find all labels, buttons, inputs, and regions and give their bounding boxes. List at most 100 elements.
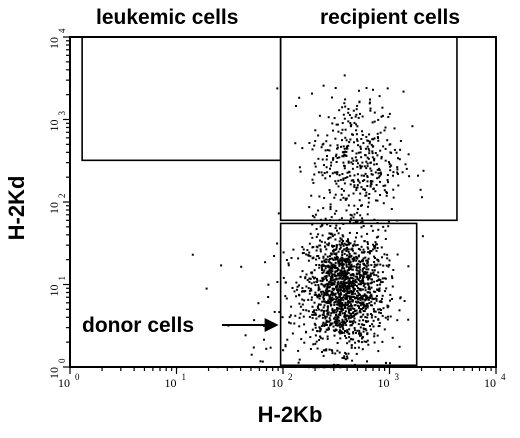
data-point-donor: [359, 326, 362, 329]
data-point-scattered: [350, 296, 353, 299]
data-point-recipient: [324, 217, 327, 220]
data-point-donor: [347, 238, 349, 241]
data-point-recipient: [373, 111, 376, 114]
data-point-donor: [353, 304, 356, 307]
data-point-donor: [333, 212, 336, 215]
data-point-donor: [366, 275, 369, 278]
data-point-donor: [345, 292, 348, 295]
data-point-donor: [339, 308, 342, 311]
data-point-donor: [346, 331, 349, 334]
data-point-donor: [291, 332, 294, 335]
data-point-donor: [332, 248, 335, 251]
data-point-recipient: [342, 113, 345, 116]
data-point-donor: [329, 233, 332, 236]
data-point-recipient: [337, 232, 340, 235]
data-point-recipient: [346, 171, 349, 174]
data-point-scattered: [309, 277, 312, 280]
data-point-donor: [353, 240, 356, 243]
data-point-recipient: [352, 192, 355, 195]
data-point-scattered: [220, 264, 223, 267]
data-point-recipient: [367, 139, 370, 142]
data-point-donor: [330, 271, 333, 274]
data-point-recipient: [367, 148, 370, 150]
data-point-recipient: [342, 196, 345, 199]
data-point-donor: [340, 293, 343, 296]
data-point-recipient: [381, 114, 384, 117]
data-point-recipient: [329, 175, 331, 178]
data-point-donor: [358, 319, 361, 322]
data-point-donor: [349, 273, 352, 276]
data-point-recipient: [379, 194, 381, 196]
data-point-donor: [347, 261, 350, 264]
data-point-donor: [329, 236, 332, 239]
data-point-donor: [335, 253, 338, 256]
data-point-donor: [317, 287, 320, 290]
data-point-donor: [327, 260, 330, 263]
data-point-recipient: [375, 199, 377, 202]
data-point-donor: [349, 268, 352, 271]
data-point-donor: [351, 247, 354, 250]
data-point-donor: [314, 342, 317, 345]
data-point-donor: [326, 223, 329, 226]
data-point-scattered: [284, 344, 287, 346]
data-point-donor: [366, 213, 369, 216]
data-point-recipient: [370, 225, 373, 228]
data-point-donor: [361, 251, 364, 254]
data-point-donor: [310, 289, 313, 292]
data-point-donor: [338, 331, 341, 334]
data-point-recipient: [344, 150, 347, 153]
data-point-recipient: [332, 129, 334, 132]
data-point-scattered: [264, 261, 267, 264]
data-point-donor: [339, 244, 342, 247]
data-point-recipient: [324, 177, 327, 180]
data-point-recipient: [359, 164, 362, 167]
data-point-recipient: [342, 154, 345, 157]
data-point-scattered: [343, 355, 346, 358]
data-point-donor: [353, 265, 356, 268]
data-point-recipient: [345, 145, 348, 148]
data-point-donor: [307, 287, 310, 290]
data-point-donor: [335, 303, 338, 306]
data-point-donor: [317, 315, 320, 318]
data-point-scattered: [348, 253, 351, 256]
data-point-recipient: [389, 151, 392, 154]
data-point-donor: [305, 253, 308, 256]
data-point-donor: [343, 290, 346, 293]
data-point-donor: [338, 262, 341, 265]
data-point-recipient: [384, 184, 387, 187]
data-point-donor: [315, 309, 318, 312]
data-point-donor: [325, 290, 328, 293]
data-point-donor: [319, 239, 321, 242]
data-point-donor: [330, 284, 333, 287]
data-point-recipient: [392, 196, 395, 199]
data-point-donor: [344, 358, 347, 361]
data-point-scattered: [320, 240, 323, 243]
data-point-donor: [316, 246, 319, 249]
data-point-donor: [305, 330, 307, 333]
data-point-recipient: [330, 164, 332, 167]
data-point-donor: [354, 310, 356, 312]
data-point-recipient: [339, 198, 342, 201]
data-point-recipient: [345, 209, 348, 212]
data-point-donor: [356, 301, 359, 304]
data-point-recipient: [353, 121, 356, 124]
data-point-donor: [310, 296, 313, 299]
data-point-donor: [346, 246, 348, 249]
data-point-donor: [362, 307, 365, 310]
data-point-recipient: [375, 184, 378, 186]
data-point-donor: [328, 242, 331, 245]
data-point-donor: [360, 297, 363, 299]
data-point-donor: [332, 258, 335, 261]
data-point-recipient: [312, 181, 315, 184]
data-point-recipient: [298, 96, 301, 99]
data-point-donor: [381, 297, 383, 300]
data-point-donor: [333, 334, 336, 337]
data-point-donor: [348, 301, 351, 304]
data-point-donor: [387, 305, 390, 308]
data-point-scattered: [329, 299, 332, 302]
data-point-donor: [319, 336, 322, 339]
data-point-donor: [328, 295, 331, 298]
data-point-donor: [321, 337, 324, 340]
data-point-donor: [343, 313, 346, 316]
data-point-donor: [321, 234, 324, 237]
